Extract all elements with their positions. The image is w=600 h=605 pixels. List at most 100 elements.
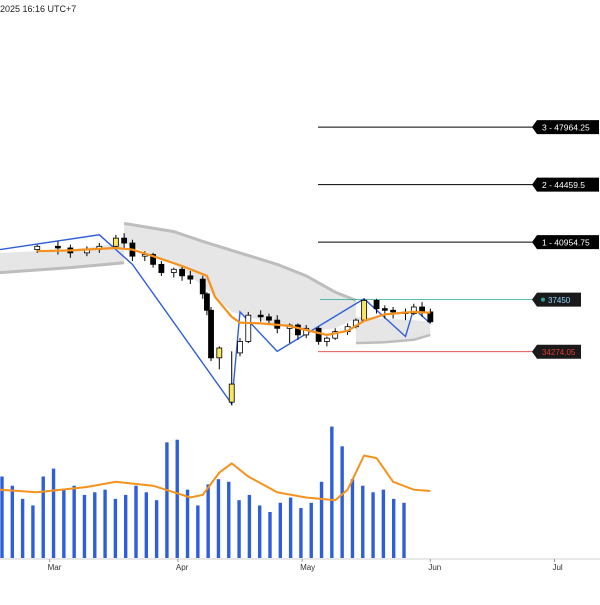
volume-bar: [31, 505, 35, 558]
band-left-lower-edge: [0, 261, 125, 275]
candle: [373, 298, 380, 314]
x-axis-tick-label: Apr: [176, 563, 189, 572]
candle-body: [323, 337, 330, 342]
price-level-text: 1 - 40954.75: [542, 238, 590, 248]
price-level-text: 37450: [548, 296, 571, 305]
price-level-label-2[interactable]: 2 - 44459.5: [532, 177, 599, 192]
candle-body: [208, 309, 214, 359]
volume-bar: [93, 492, 97, 558]
chart-timestamp: 2025 16:16 UTC+7: [0, 4, 77, 14]
candle: [315, 326, 322, 345]
candle-body: [170, 268, 177, 273]
candle-body: [203, 293, 210, 311]
volume-bar: [10, 485, 15, 558]
x-axis-tick-label: May: [300, 563, 315, 572]
volume-bar: [82, 494, 87, 558]
candle: [402, 308, 409, 321]
candle: [187, 270, 194, 285]
candle: [427, 308, 434, 324]
candle-body: [150, 254, 157, 265]
volume-bar: [41, 476, 45, 558]
candle-body: [121, 237, 128, 244]
candle-body: [332, 331, 339, 339]
volume-bar: [20, 498, 25, 558]
candle-body: [295, 324, 301, 336]
x-axis-tick-label: Mar: [48, 563, 62, 572]
candle-body: [390, 309, 397, 313]
volume-bar: [206, 484, 210, 558]
candle: [158, 261, 165, 276]
candle: [361, 298, 368, 322]
candle: [170, 267, 177, 278]
price-level-tag-bg: [532, 235, 599, 250]
volume-bar: [144, 492, 149, 558]
volume-bar: [371, 492, 375, 558]
volume-bar: [123, 494, 128, 558]
candle: [237, 338, 243, 357]
candle-body: [216, 347, 223, 359]
candle-body: [187, 275, 194, 280]
volume-bar: [257, 505, 262, 558]
volume-moving-average-line: [0, 454, 431, 502]
candle: [203, 292, 210, 316]
candle-body: [361, 300, 368, 321]
price-level-label-5[interactable]: 34274.05: [532, 344, 581, 359]
volume-bar: [309, 502, 313, 558]
candle: [295, 323, 301, 340]
candle: [216, 346, 223, 370]
volume-bar: [113, 498, 118, 558]
candle-body: [55, 245, 61, 249]
volume-bar: [247, 494, 252, 558]
price-level-label-3[interactable]: 1 - 40954.75: [532, 235, 599, 250]
volume-bar: [288, 497, 293, 558]
price-level-tag-bg: [532, 177, 599, 192]
candle-body: [199, 278, 206, 295]
volume-bar: [165, 442, 169, 558]
candle-body: [228, 383, 235, 403]
volume-bar: [330, 426, 334, 558]
band-right-fill: [355, 316, 431, 344]
price-level-tag-bg: [532, 120, 599, 135]
candle-body: [266, 316, 272, 321]
x-axis-tick-label: Jun: [428, 563, 441, 572]
candle: [381, 305, 388, 319]
candle: [257, 310, 264, 322]
candle-body: [245, 314, 252, 342]
band-main-upper-edge: [123, 221, 357, 302]
candle-body: [158, 263, 165, 273]
volume-bar: [278, 502, 283, 558]
volume-bar: [175, 439, 179, 558]
volume-bar: [237, 500, 241, 558]
volume-bar: [268, 512, 272, 558]
candle: [199, 275, 206, 299]
candle: [245, 311, 252, 344]
volume-bar: [0, 476, 4, 558]
volume-bar: [51, 468, 56, 558]
candle-body: [179, 268, 185, 277]
candle: [323, 336, 330, 347]
volume-bar: [361, 485, 365, 558]
candle-body: [257, 314, 264, 318]
candle: [228, 351, 235, 406]
candle: [121, 233, 128, 248]
candle-body: [381, 308, 388, 311]
candle: [112, 234, 119, 248]
price-level-tag-bg: [532, 292, 581, 307]
volume-bar: [185, 489, 190, 558]
volume-bar: [216, 479, 221, 558]
candle-body: [427, 311, 434, 323]
candle-body: [34, 245, 41, 251]
price-level-tag-bg: [532, 344, 581, 359]
volume-bar: [154, 500, 159, 558]
price-level-text: 2 - 44459.5: [542, 180, 585, 190]
price-level-label-1[interactable]: 3 - 47964.25: [532, 120, 599, 135]
candle: [410, 303, 417, 316]
candle-body: [112, 237, 119, 247]
candle: [55, 241, 61, 255]
volume-bar: [103, 489, 107, 558]
price-level-label-4[interactable]: 37450: [532, 292, 581, 307]
volume-bar: [381, 489, 386, 558]
x-axis-tick-label: Jul: [552, 563, 562, 572]
